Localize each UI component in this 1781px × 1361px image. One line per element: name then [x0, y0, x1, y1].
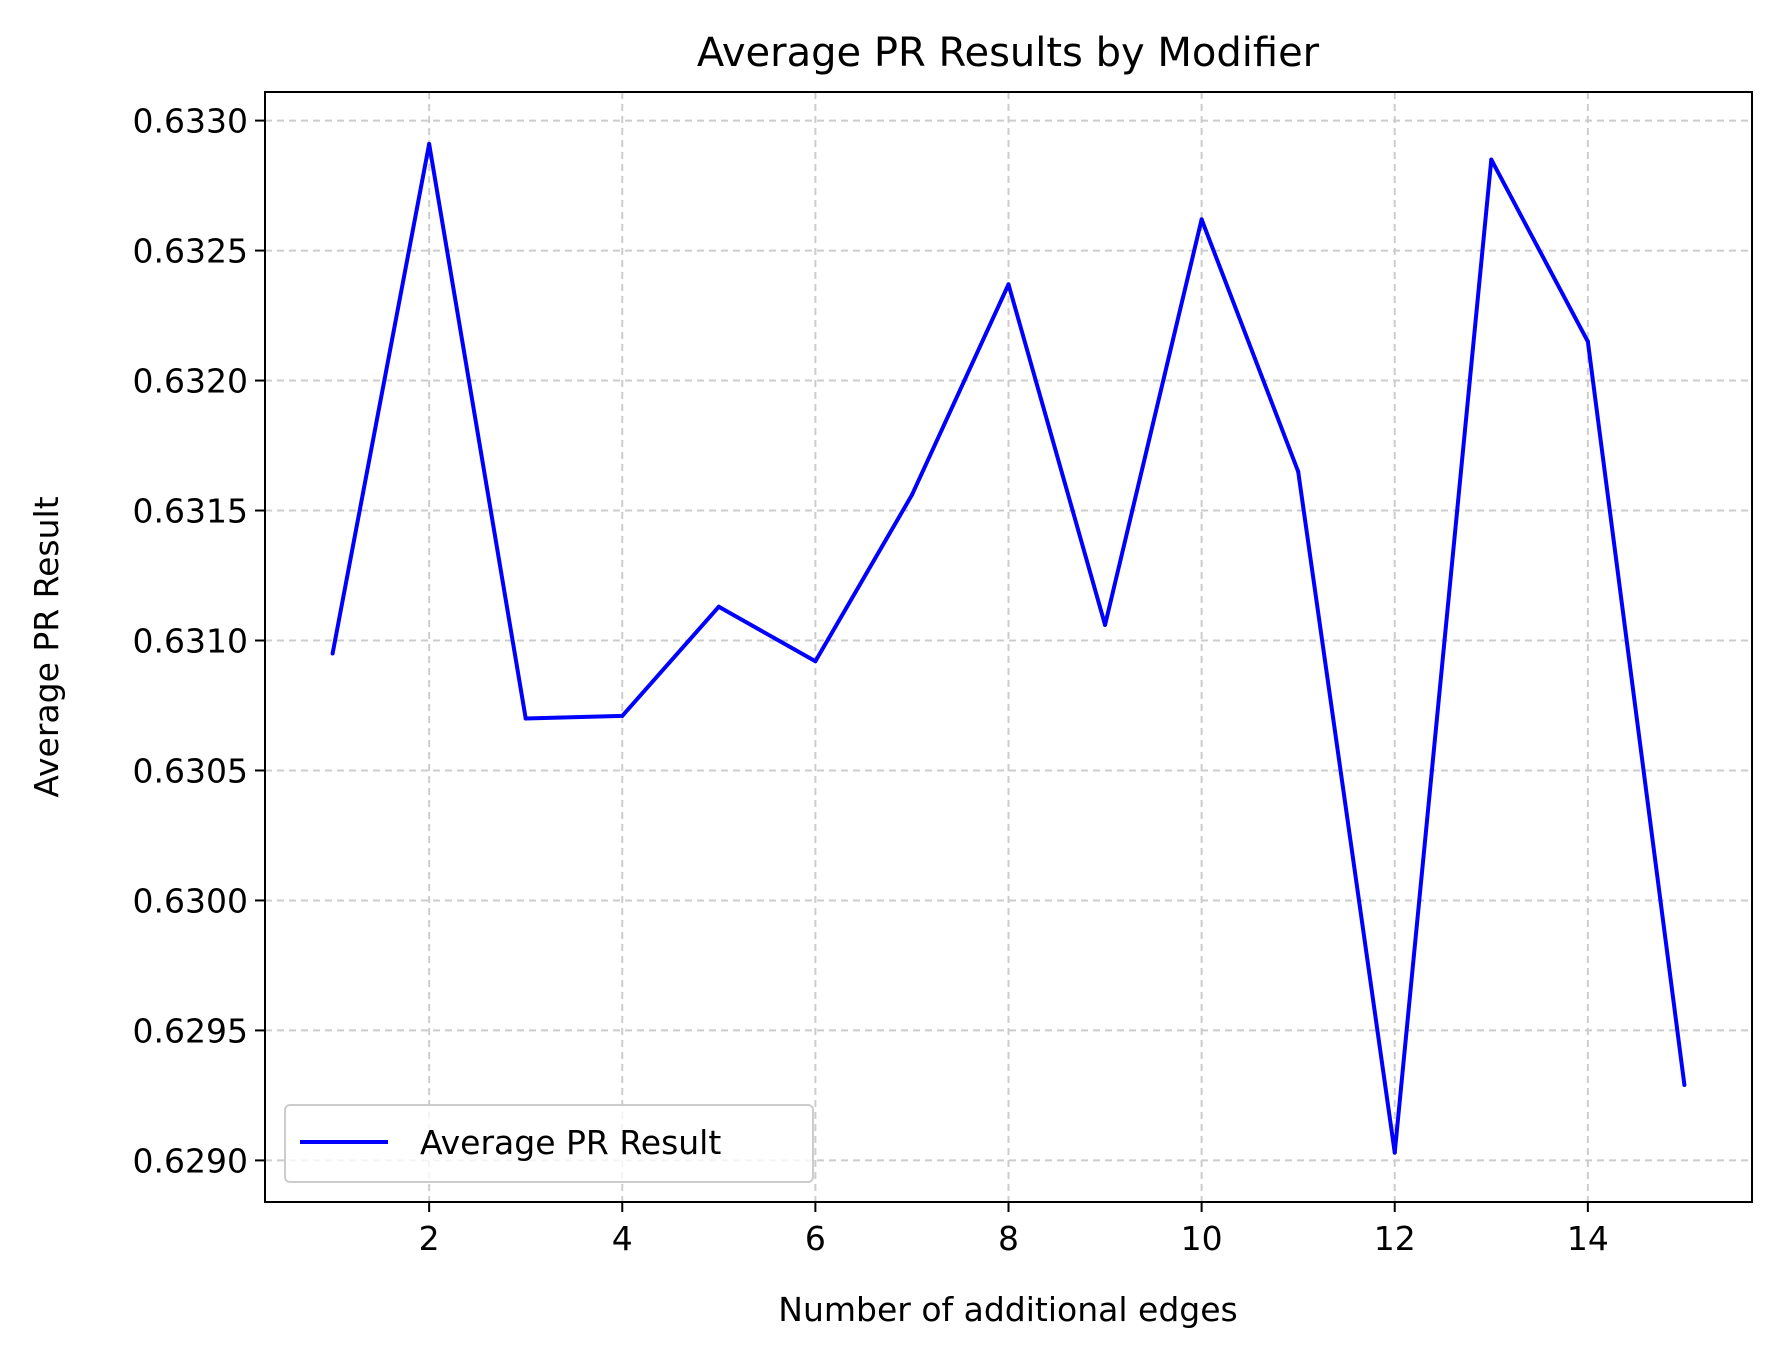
legend-label: Average PR Result	[420, 1123, 721, 1162]
y-tick-label: 0.6315	[133, 492, 248, 531]
x-axis-title: Number of additional edges	[778, 1290, 1237, 1329]
x-tick-label: 4	[612, 1219, 633, 1258]
y-axis-title: Average PR Result	[27, 496, 66, 797]
y-tick-label: 0.6305	[133, 751, 248, 790]
x-tick-label: 12	[1374, 1219, 1416, 1258]
legend-box	[284, 1104, 814, 1183]
x-tick-label: 6	[805, 1219, 826, 1258]
y-tick-label: 0.6310	[133, 622, 248, 661]
grid	[265, 92, 1752, 1202]
y-tick-label: 0.6325	[133, 232, 248, 271]
y-axis-ticks: 0.6290 0.6295 0.6300 0.6305 0.6310 0.6315 0.63…	[133, 102, 265, 1180]
x-tick-label: 2	[419, 1219, 440, 1258]
x-axis-ticks: 2 4 6 8 10 12 14	[419, 1202, 1609, 1258]
plot-frame	[264, 91, 1753, 1203]
y-tick-label: 0.6300	[133, 881, 248, 920]
x-tick-label: 14	[1567, 1219, 1609, 1258]
legend: Average PR Result	[284, 1104, 814, 1183]
y-tick-label: 0.6320	[133, 362, 248, 401]
data-point	[1682, 1083, 1687, 1088]
data-point	[620, 713, 625, 718]
data-point	[813, 659, 818, 664]
y-tick-label: 0.6330	[133, 102, 248, 141]
data-point	[1296, 469, 1301, 474]
data-point	[1103, 622, 1108, 627]
x-tick-label: 8	[998, 1219, 1019, 1258]
series-layer	[330, 141, 1687, 1155]
chart-title: Average PR Results by Modifier	[697, 30, 1320, 76]
data-point	[427, 141, 432, 146]
data-point	[1199, 217, 1204, 222]
data-point	[716, 604, 721, 609]
data-point	[523, 716, 528, 721]
data-point	[1392, 1150, 1397, 1155]
y-tick-label: 0.6295	[133, 1011, 248, 1050]
data-point	[909, 492, 914, 497]
data-point	[1006, 282, 1011, 287]
y-tick-label: 0.6290	[133, 1141, 248, 1180]
data-point	[330, 651, 335, 656]
data-point	[1585, 339, 1590, 344]
data-point	[1489, 157, 1494, 162]
x-tick-label: 10	[1181, 1219, 1223, 1258]
